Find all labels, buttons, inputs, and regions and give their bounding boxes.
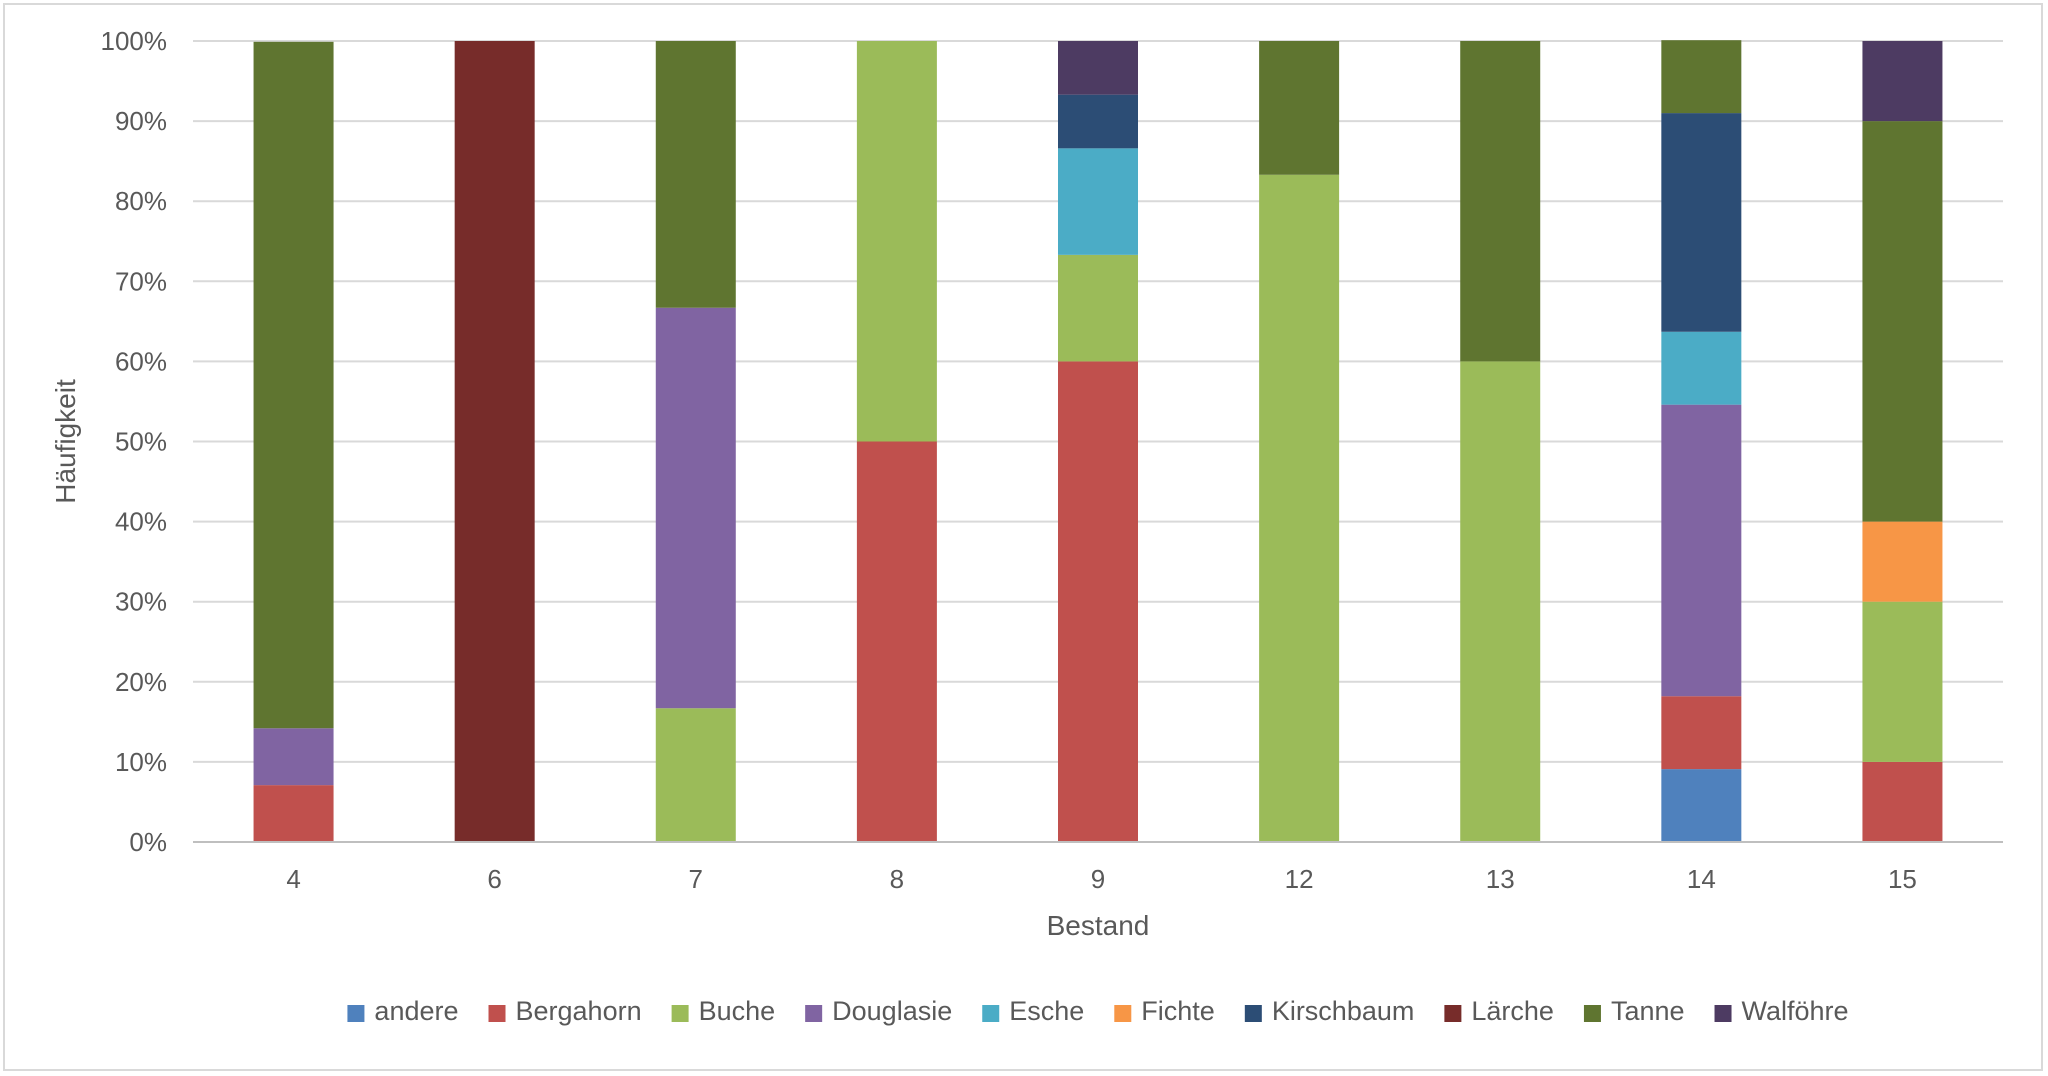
bar-segment-bergahorn [253, 785, 334, 842]
bar-segment-bergahorn [1862, 761, 1943, 842]
bar-segment-buche [655, 708, 736, 842]
legend-item: Kirschbaum [1244, 996, 1415, 1026]
bar-segment-bergahorn [1058, 361, 1138, 842]
y-tick-label: 20% [115, 667, 167, 697]
y-tick-label: 90% [115, 106, 167, 136]
legend-label: Kirschbaum [1272, 996, 1415, 1026]
legend-swatch [671, 1005, 689, 1022]
legend-swatch [1583, 1005, 1601, 1022]
legend-label: Fichte [1141, 996, 1215, 1026]
bar-segment-buche [856, 41, 937, 442]
bar-segment-buche [1259, 174, 1340, 843]
x-axis-title: Bestand [1047, 910, 1150, 941]
legend-label: Esche [1009, 996, 1084, 1026]
bar-segment-fichte [1862, 521, 1943, 602]
x-tick-label: 15 [1888, 864, 1917, 894]
bar-segment-walföhre [1862, 41, 1943, 122]
bar-segment-tanne [253, 41, 334, 729]
legend-item: Tanne [1583, 996, 1685, 1026]
y-tick-label: 30% [115, 587, 167, 617]
bar-segment-buche [1058, 254, 1138, 362]
legend-label: Buche [699, 996, 776, 1026]
x-tick-label: 8 [890, 864, 904, 894]
bar-segment-tanne [655, 41, 736, 308]
y-axis-title: Häufigkeit [50, 379, 81, 504]
legend-item: Bergahorn [488, 996, 642, 1026]
y-tick-label: 100% [101, 26, 168, 56]
legend-item: Fichte [1114, 996, 1215, 1026]
bar-segment-kirschbaum [1058, 94, 1138, 149]
bar-segment-andere [1661, 769, 1742, 842]
x-tick-label: 4 [286, 864, 300, 894]
y-tick-label: 60% [115, 346, 167, 376]
x-tick-label: 7 [689, 864, 703, 894]
legend-label: Douglasie [832, 996, 952, 1026]
legend-item: Buche [671, 996, 776, 1026]
bar-segment-esche [1661, 331, 1742, 405]
bar-segment-tanne [1460, 41, 1541, 362]
bar-segment-lärche [454, 41, 535, 842]
legend-swatch [982, 1005, 1000, 1022]
bar-segment-douglasie [253, 728, 334, 786]
legend-swatch [805, 1005, 823, 1022]
legend: andere Bergahorn Buche Douglasie Esche Fichte… [347, 996, 1849, 1026]
legend-swatch [1444, 1005, 1462, 1022]
legend-label: Bergahorn [516, 996, 642, 1026]
legend-swatch [347, 1005, 365, 1022]
bar-group [253, 40, 1943, 843]
chart-area: 0% 10% 20% 30% 40% 50% 60% 70% 80% 90% 100% 4 6 7 8 9 12… [3, 3, 2043, 1071]
x-tick-label: 14 [1687, 864, 1716, 894]
legend-label: Walföhre [1742, 996, 1849, 1026]
legend-item: Lärche [1444, 996, 1554, 1026]
bar-segment-tanne [1862, 121, 1943, 522]
legend-item: Douglasie [805, 996, 952, 1026]
x-tick-label: 13 [1486, 864, 1515, 894]
y-tick-label: 50% [115, 427, 167, 457]
legend-item: andere [347, 996, 459, 1026]
bar-segment-walföhre [1058, 41, 1138, 95]
y-tick-label: 80% [115, 186, 167, 216]
legend-label: Lärche [1471, 996, 1554, 1026]
y-tick-label: 0% [129, 827, 167, 857]
legend-swatch [488, 1005, 506, 1022]
y-tick-label: 70% [115, 266, 167, 296]
x-tick-label: 6 [487, 864, 501, 894]
y-tick-label: 10% [115, 747, 167, 777]
bar-segment-douglasie [1661, 404, 1742, 697]
legend-swatch [1244, 1005, 1262, 1022]
legend-label: andere [374, 996, 458, 1026]
bar-segment-bergahorn [1661, 696, 1742, 770]
legend-swatch [1714, 1005, 1732, 1022]
y-tick-label: 40% [115, 507, 167, 537]
axes: 0% 10% 20% 30% 40% 50% 60% 70% 80% 90% 100% 4 6 7 8 9 12… [101, 26, 2003, 894]
x-tick-label: 12 [1285, 864, 1314, 894]
bar-segment-douglasie [655, 307, 736, 709]
bar-segment-buche [1862, 601, 1943, 762]
bar-segment-tanne [1661, 40, 1742, 114]
x-tick-label: 9 [1091, 864, 1105, 894]
bar-segment-buche [1460, 361, 1541, 842]
legend-item: Esche [982, 996, 1084, 1026]
legend-item: Walföhre [1714, 996, 1849, 1026]
legend-label: Tanne [1611, 996, 1685, 1026]
bar-segment-esche [1058, 148, 1138, 255]
stacked-bar-chart: 0% 10% 20% 30% 40% 50% 60% 70% 80% 90% 100% 4 6 7 8 9 12… [50, 26, 2003, 1026]
bar-segment-kirschbaum [1661, 113, 1742, 332]
bar-segment-tanne [1259, 41, 1340, 175]
bar-segment-bergahorn [856, 441, 937, 842]
legend-swatch [1114, 1005, 1132, 1022]
